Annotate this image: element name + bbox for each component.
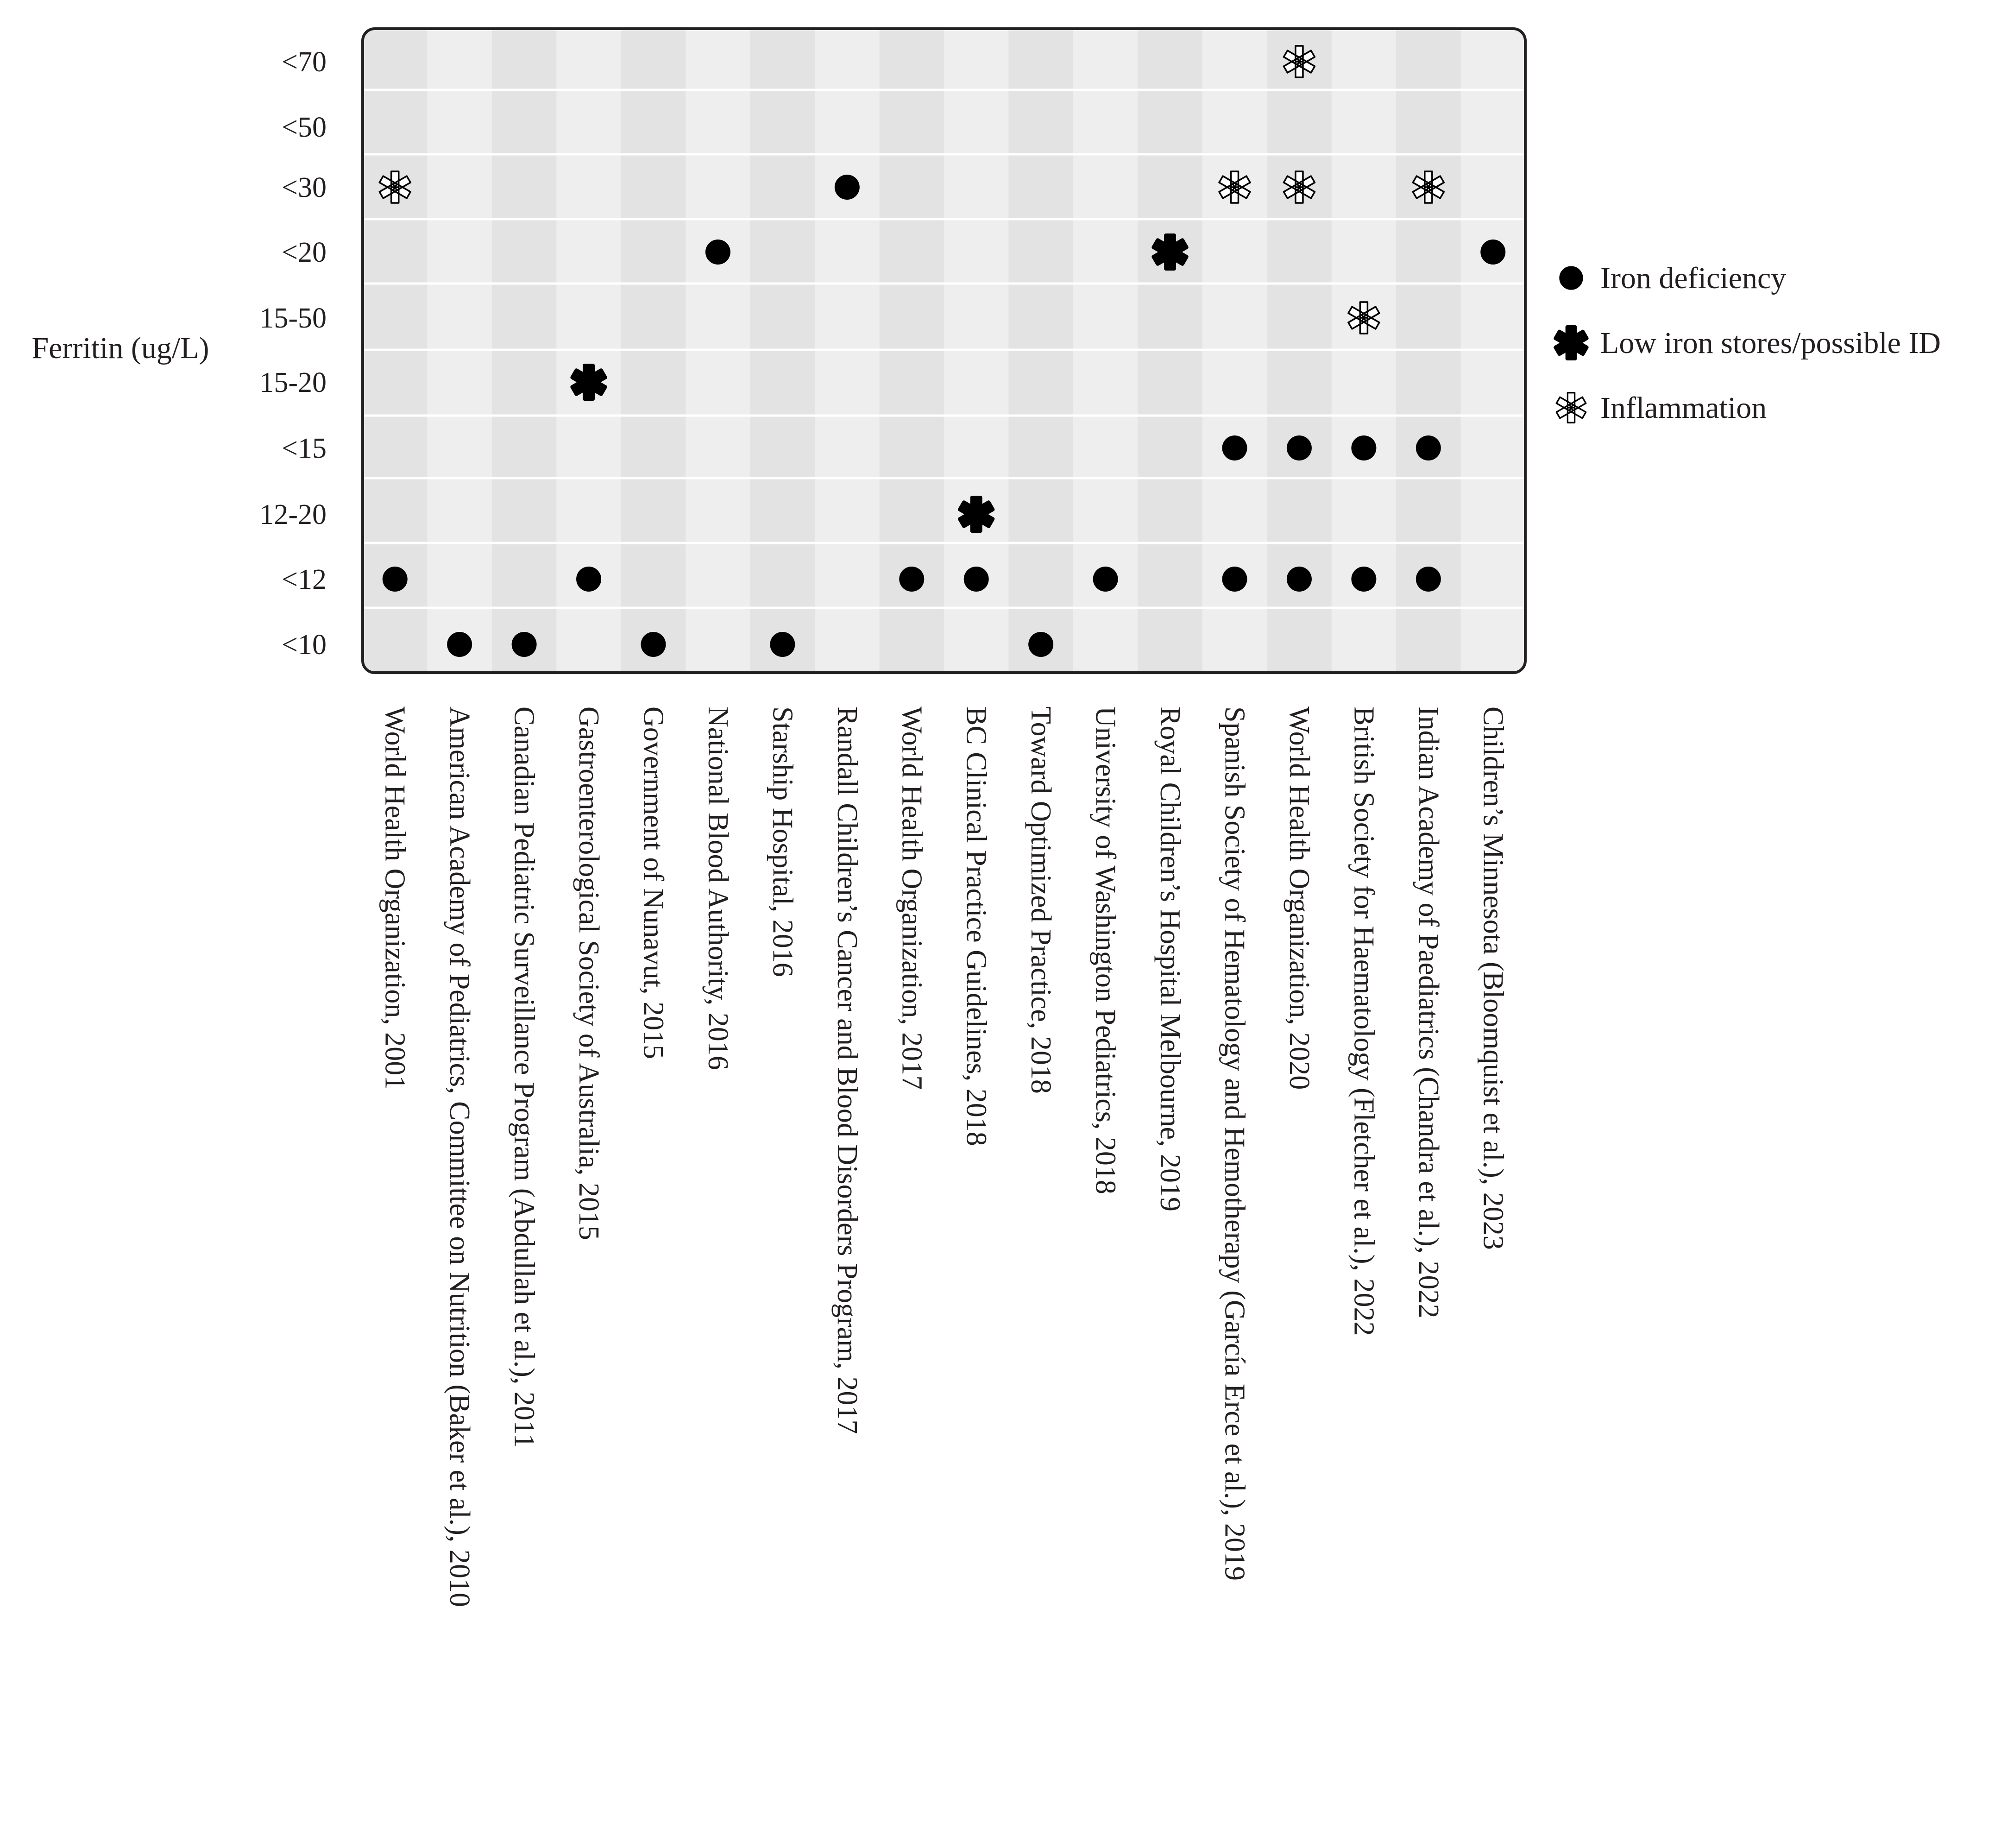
legend-iron-deficiency-marker: [1559, 266, 1583, 290]
y-tick-label: 15-50: [259, 303, 327, 334]
iron-deficiency-marker: [447, 632, 472, 657]
low-iron-stores-marker: [1151, 233, 1189, 271]
y-tick-label: <15: [282, 433, 327, 464]
inflammation-marker: [1218, 170, 1251, 204]
x-tick-label: Toward Optimized Practice, 2018: [1025, 706, 1057, 1094]
plot-gridlines: [363, 88, 1525, 609]
x-tick-label: Gastroenterological Society of Australia…: [573, 706, 604, 1240]
inflammation-marker: [1283, 170, 1316, 204]
asterisk-arm: [1554, 329, 1589, 356]
x-tick-label: British Society for Haematology (Fletche…: [1348, 706, 1379, 1336]
y-tick-label: <30: [282, 172, 327, 203]
iron-deficiency-marker: [1480, 240, 1506, 265]
inflammation-marker: [1347, 301, 1380, 334]
x-tick-label: American Academy of Pediatrics, Committe…: [444, 706, 475, 1607]
iron-deficiency-marker: [382, 567, 408, 592]
inflammation-marker: [1412, 170, 1445, 204]
x-tick-label: Indian Academy of Paediatrics (Chandra e…: [1413, 706, 1444, 1318]
x-tick-label: Canadian Pediatric Surveillance Program …: [509, 706, 540, 1448]
x-tick-label: Starship Hospital, 2016: [767, 706, 798, 977]
y-tick-label: <10: [282, 629, 327, 661]
iron-deficiency-marker: [1416, 567, 1441, 592]
y-axis-label: Ferritin (ug/L): [31, 331, 209, 365]
legend-entry-label: Low iron stores/possible ID: [1600, 326, 1941, 360]
x-tick-label: Randall Children’s Cancer and Blood Diso…: [831, 706, 863, 1434]
iron-deficiency-marker: [576, 567, 602, 592]
iron-deficiency-marker: [770, 632, 795, 657]
legend-entry-label: Iron deficiency: [1600, 261, 1786, 295]
iron-deficiency-marker: [1416, 435, 1441, 460]
data-markers: [378, 45, 1506, 657]
x-tick-label: Spanish Society of Hematology and Hemoth…: [1219, 706, 1251, 1581]
iron-deficiency-marker: [1028, 632, 1054, 657]
iron-deficiency-marker: [1222, 567, 1247, 592]
iron-deficiency-marker: [1351, 435, 1377, 460]
y-tick-label: <70: [282, 46, 327, 78]
iron-deficiency-marker: [1093, 567, 1118, 592]
iron-deficiency-marker: [705, 240, 730, 265]
legend-entry-label: Inflammation: [1600, 391, 1767, 425]
legend-low-iron-stores-marker: [1554, 325, 1589, 360]
low-iron-stores-marker: [570, 364, 607, 401]
iron-deficiency-marker: [1286, 435, 1312, 460]
legend-inflammation-marker: [1555, 392, 1587, 423]
iron-deficiency-marker: [511, 632, 537, 657]
x-tick-label: World Health Organization, 2020: [1283, 706, 1315, 1090]
y-tick-label: <20: [282, 237, 327, 268]
iron-deficiency-marker: [899, 567, 925, 592]
x-tick-label: Royal Children’s Hospital Melbourne, 201…: [1154, 706, 1186, 1211]
asterisk-arm: [570, 368, 607, 396]
x-axis-ticks: World Health Organization, 2001 American …: [379, 706, 1509, 1607]
x-tick-label: BC Clinical Practice Guidelines, 2018: [961, 706, 992, 1146]
y-axis-ticks: <10 <12 12-20 <15 15-20 15-50 <20 <30 <50 <70: [259, 46, 327, 661]
iron-deficiency-marker: [1222, 435, 1247, 460]
plot-frame: [361, 27, 1527, 674]
y-tick-label: <12: [282, 564, 327, 595]
x-tick-label: Government of Nunavut, 2015: [638, 706, 669, 1059]
x-tick-label: Children’s Minnesota (Bloomquist et al.)…: [1477, 706, 1509, 1250]
inflammation-marker: [1283, 45, 1316, 78]
iron-deficiency-marker: [1351, 567, 1377, 592]
y-tick-label: 12-20: [259, 499, 327, 530]
x-tick-label: World Health Organization, 2017: [896, 706, 927, 1090]
low-iron-stores-marker: [958, 496, 995, 533]
iron-deficiency-marker: [834, 175, 860, 200]
x-tick-label: University of Washington Pediatrics, 201…: [1090, 706, 1121, 1194]
y-tick-label: <50: [282, 112, 327, 143]
legend: Iron deficiency Low iron stores/possible …: [1554, 261, 1941, 425]
x-tick-label: National Blood Authority, 2016: [702, 706, 734, 1070]
iron-deficiency-marker: [1286, 567, 1312, 592]
iron-deficiency-marker: [963, 567, 989, 592]
x-tick-label: World Health Organization, 2001: [379, 706, 411, 1090]
inflammation-marker: [378, 170, 411, 204]
iron-deficiency-marker: [641, 632, 666, 657]
y-tick-label: 15-20: [259, 367, 327, 398]
asterisk-arm: [1151, 238, 1189, 266]
asterisk-arm: [958, 500, 995, 528]
